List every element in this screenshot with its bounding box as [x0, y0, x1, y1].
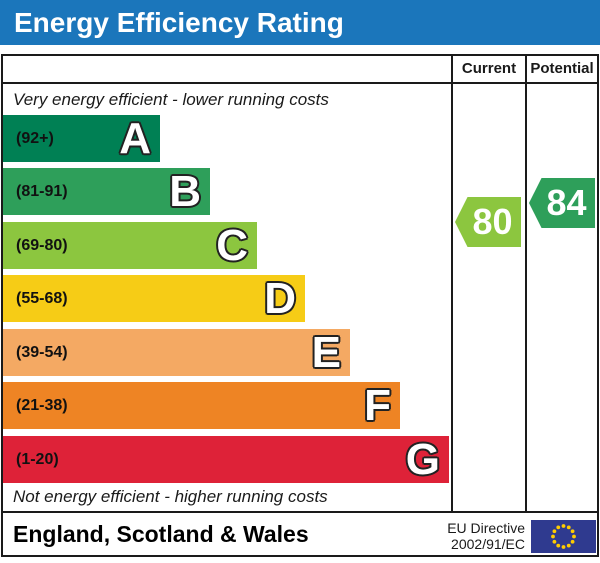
band-c: (69-80) C [3, 222, 257, 269]
eu-flag-icon [531, 520, 596, 553]
band-e-letter: E [311, 328, 341, 377]
potential-column-header: Potential [530, 60, 594, 77]
current-rating-arrow: 80 [455, 197, 521, 247]
band-f: (21-38) F [3, 382, 400, 429]
band-a: (92+) A [3, 115, 160, 162]
band-a-range: (92+) [16, 130, 54, 147]
band-b: (81-91) B [3, 168, 210, 215]
band-d: (55-68) D [3, 275, 305, 322]
potential-rating-arrow: 84 [529, 178, 595, 228]
band-e-range: (39-54) [16, 344, 68, 361]
band-d-letter: D [264, 274, 296, 323]
current-rating-value: 80 [472, 201, 513, 242]
band-c-range: (69-80) [16, 237, 68, 254]
band-b-letter: B [169, 167, 201, 216]
chart-bottom-line [3, 511, 597, 513]
band-f-letter: F [364, 381, 391, 430]
eu-directive-line2: 2002/91/EC [451, 536, 525, 552]
band-c-letter: C [216, 221, 248, 270]
band-g-range: (1-20) [16, 451, 59, 468]
eu-directive-line1: EU Directive [447, 520, 525, 536]
current-column-header: Current [461, 60, 517, 77]
potential-column-divider [525, 56, 527, 511]
bottom-note: Not energy efficient - higher running co… [13, 487, 328, 506]
current-column-divider [451, 56, 453, 511]
band-b-range: (81-91) [16, 183, 68, 200]
band-f-range: (21-38) [16, 397, 68, 414]
region-label: England, Scotland & Wales [13, 521, 309, 547]
potential-rating-value: 84 [546, 182, 587, 223]
band-d-range: (55-68) [16, 290, 68, 307]
title-bar: Energy Efficiency Rating [0, 0, 600, 45]
band-g: (1-20) G [3, 436, 449, 483]
band-e: (39-54) E [3, 329, 350, 376]
top-note: Very energy efficient - lower running co… [13, 90, 329, 109]
band-g-letter: G [405, 435, 440, 484]
eu-directive-label: EU Directive 2002/91/EC [413, 520, 525, 552]
page-title: Energy Efficiency Rating [14, 6, 344, 38]
band-a-letter: A [119, 114, 151, 163]
header-divider-line [3, 82, 597, 84]
